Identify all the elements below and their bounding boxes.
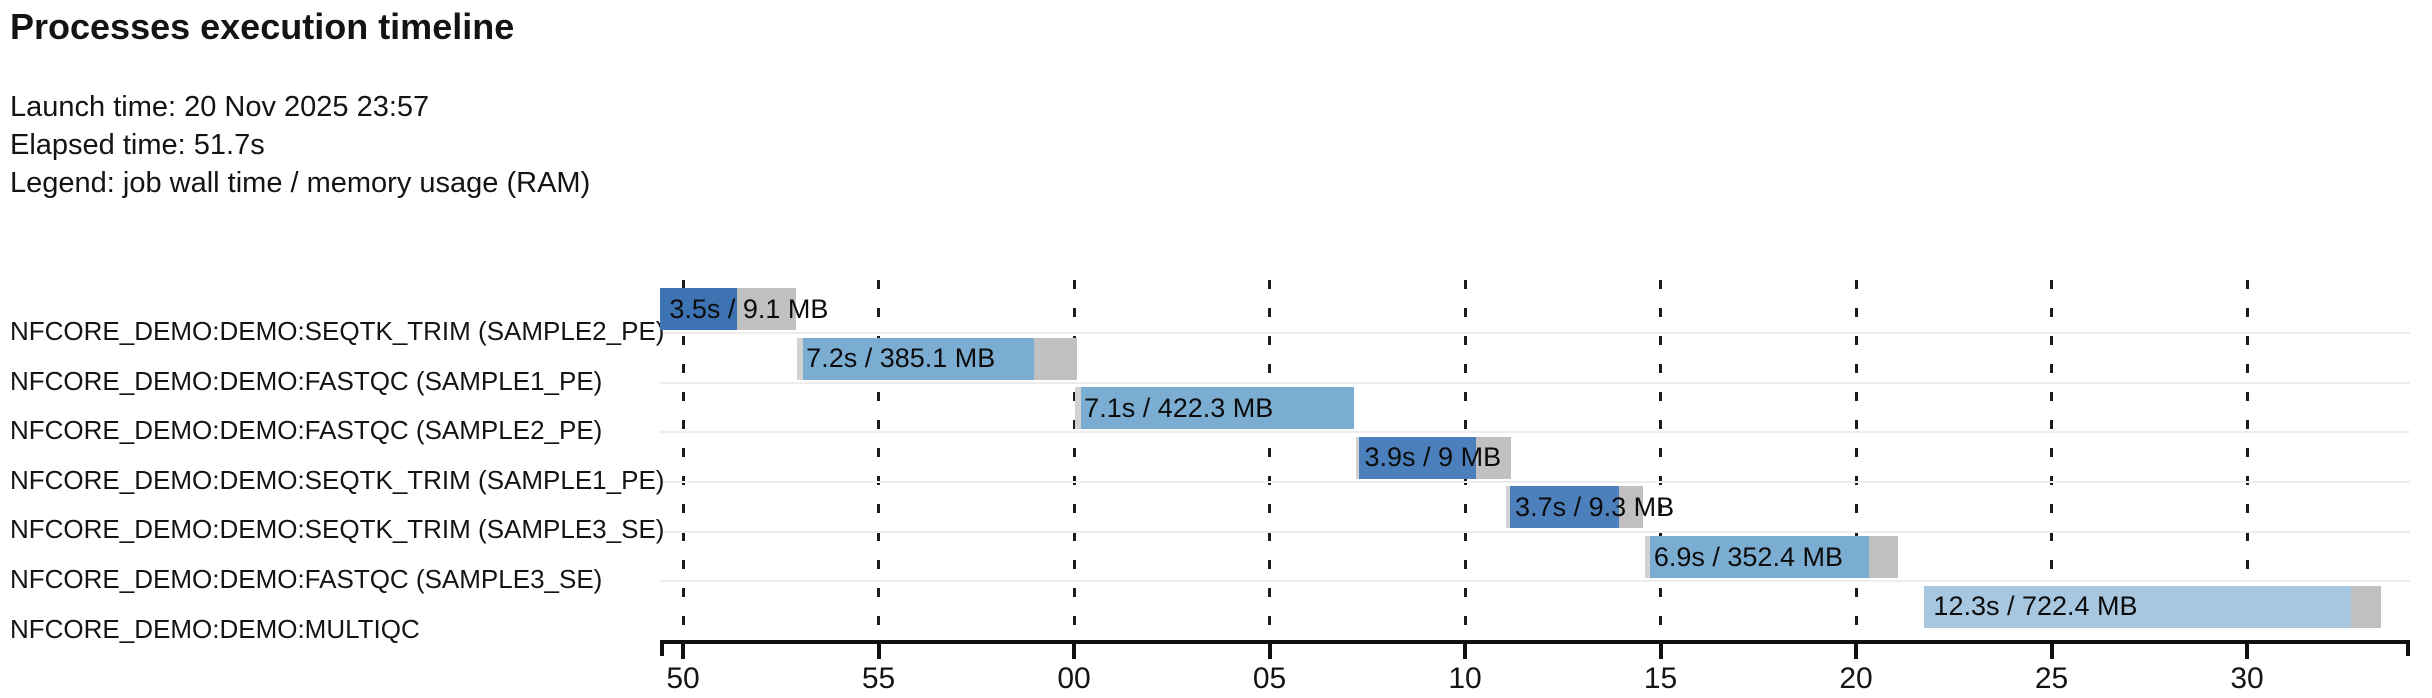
timeline-gridline [681,280,685,638]
task-bar-label: 7.2s / 385.1 MB [806,343,996,374]
task-bar[interactable]: 3.7s / 9.3 MB [1506,486,1674,529]
x-axis-end-cap [2406,640,2410,656]
x-axis-tick-label: 10 [1448,662,1482,695]
x-axis-tick-label: 55 [861,662,896,695]
task-bar-pending-segment [1355,436,1360,479]
process-label: NFCORE_DEMO:DEMO:SEQTK_TRIM (SAMPLE2_PE) [10,316,665,346]
timeline-gridline [2050,280,2053,638]
x-axis-tick [681,644,685,659]
x-axis-tick [1854,644,1858,659]
row-separator [660,431,2410,434]
process-label: NFCORE_DEMO:DEMO:FASTQC (SAMPLE3_SE) [10,564,603,594]
row-separator [660,580,2410,583]
task-bar-label: 3.9s / 9 MB [1364,442,1502,473]
row-separator [660,530,2410,533]
task-bar[interactable]: 6.9s / 352.4 MB [1644,536,1898,578]
timeline-gridline [2245,280,2249,638]
task-bar-memory-segment [737,288,796,330]
x-axis-tick-label: 00 [1057,662,1091,695]
task-bar-runtime-segment [1080,387,1354,430]
task-bar-memory-segment [1868,536,1898,578]
task-bar-label: 6.9s / 352.4 MB [1653,541,1843,572]
report-meta: Launch time: 20 Nov 2025 23:57 Elapsed t… [10,88,590,202]
timeline-gridline [1268,280,1271,638]
process-label: NFCORE_DEMO:DEMO:FASTQC (SAMPLE1_PE) [10,365,603,396]
task-bar-memory-segment [1033,337,1077,380]
x-axis-tick-label: 05 [1252,662,1287,695]
task-bar-pending-segment [1506,486,1510,529]
task-bar[interactable]: 7.1s / 422.3 MB [1075,387,1354,430]
timeline-gridline [1072,280,1076,638]
x-axis-tick-label: 30 [2230,662,2264,695]
task-bar-label: 3.7s / 9.3 MB [1515,491,1675,522]
x-axis-tick [1658,644,1663,659]
x-axis-tick-label: 15 [1643,662,1678,695]
x-axis-line [660,640,2410,644]
task-bar-label: 12.3s / 722.4 MB [1933,591,2138,622]
task-bar-label: 3.5s / 9.1 MB [669,293,829,324]
x-axis-tick [2049,644,2054,659]
task-bar[interactable]: 7.2s / 385.1 MB [797,337,1077,380]
page-title: Processes execution timeline [10,6,515,47]
timeline-gridline [1854,280,1858,638]
task-bar-label: 7.1s / 422.3 MB [1084,392,1274,423]
task-bar-memory-segment [2350,585,2381,628]
task-bar-pending-segment [797,337,804,380]
task-bar-memory-segment [1475,436,1511,479]
task-bar[interactable]: 12.3s / 722.4 MB [1924,585,2381,628]
task-bar-runtime-segment [1359,436,1476,479]
task-bar-runtime-segment [1509,486,1620,529]
launch-time-text: Launch time: 20 Nov 2025 23:57 [10,91,430,123]
x-axis-tick-label: 50 [666,662,700,695]
task-bar-runtime-segment [803,337,1034,380]
row-separator [660,480,2410,483]
row-separator [660,332,2410,335]
task-bar-runtime-segment [1649,536,1869,578]
x-axis-tick [2245,644,2249,659]
task-bar-pending-segment [1075,387,1081,430]
x-axis-tick-label: 20 [1839,662,1873,695]
x-axis-end-cap [660,640,664,656]
task-bar[interactable]: 3.9s / 9 MB [1355,436,1511,479]
process-label: NFCORE_DEMO:DEMO:SEQTK_TRIM (SAMPLE3_SE) [10,514,665,545]
row-separator [660,381,2410,384]
process-label: NFCORE_DEMO:DEMO:MULTIQC [10,613,420,644]
timeline-gridline [877,280,880,638]
x-axis-tick [876,644,881,659]
task-bar-runtime-segment [1924,585,2351,628]
timeline-gridline [1659,280,1662,638]
x-axis-tick [1463,644,1467,659]
x-axis-tick [1267,644,1272,659]
process-label: NFCORE_DEMO:DEMO:SEQTK_TRIM (SAMPLE1_PE) [10,464,665,495]
task-bar-memory-segment [1619,486,1643,529]
task-bar[interactable]: 3.5s / 9.1 MB [660,288,828,330]
task-bar-runtime-segment [660,288,738,330]
elapsed-time-text: Elapsed time: 51.7s [10,129,265,161]
x-axis-tick [1072,644,1076,659]
legend-text: Legend: job wall time / memory usage (RA… [10,167,591,199]
x-axis-tick-label: 25 [2034,662,2069,695]
process-label: NFCORE_DEMO:DEMO:FASTQC (SAMPLE2_PE) [10,415,603,446]
task-bar-pending-segment [1644,536,1650,578]
